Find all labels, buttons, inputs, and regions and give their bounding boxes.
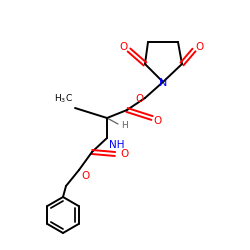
Text: O: O: [195, 42, 203, 52]
Text: O: O: [136, 94, 144, 104]
Text: O: O: [154, 116, 162, 126]
Text: H$_3$C: H$_3$C: [54, 92, 73, 105]
Text: N: N: [159, 78, 167, 88]
Text: O: O: [120, 42, 128, 52]
Text: O: O: [81, 171, 89, 181]
Text: NH: NH: [109, 140, 124, 150]
Text: O: O: [120, 149, 128, 159]
Text: H: H: [121, 120, 128, 130]
